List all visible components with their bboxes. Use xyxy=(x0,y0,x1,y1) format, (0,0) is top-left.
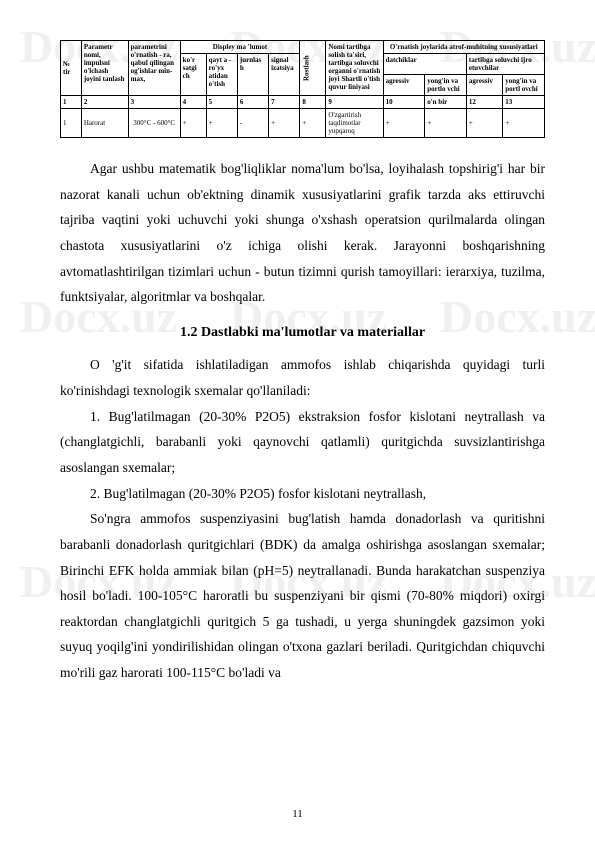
cell: 2 xyxy=(81,96,128,109)
paragraph: 1. Bug'latilmagan (20-30% P2O5) ekstraks… xyxy=(60,404,545,481)
th-7a: datchiklar xyxy=(383,54,466,75)
cell: + xyxy=(425,109,467,138)
cell: 3 xyxy=(128,96,180,109)
cell: 5 xyxy=(206,96,237,109)
page-number: 11 xyxy=(0,808,595,820)
th-7a2: yong'in va portlo vchi xyxy=(425,75,467,96)
th-param: Parametr nomi, impulsni o'lchash joyini … xyxy=(81,41,128,96)
th-num: № tir xyxy=(61,41,82,96)
cell: + xyxy=(466,109,502,138)
th-7b: tartibga soluvchi ijro etuvchilar xyxy=(466,54,544,75)
cell: Harorat xyxy=(81,109,128,138)
cell: 4 xyxy=(180,96,206,109)
paragraph: O 'g'it sifatida ishlatiladigan ammofos … xyxy=(60,352,545,403)
cell: + xyxy=(206,109,237,138)
th-setting: parametrini o'rnatish - ra, qabul qiling… xyxy=(128,41,180,96)
cell: + xyxy=(300,109,326,138)
page-content: № tir Parametr nomi, impulsni o'lchash j… xyxy=(0,0,595,716)
th-7b2: yong'in va portl ovchi xyxy=(503,75,545,96)
cell: 13 xyxy=(503,96,545,109)
th-display-group: Displey ma 'lumot xyxy=(180,41,300,54)
section-title: 1.2 Dastlabki ma'lumotlar va materiallar xyxy=(60,320,545,347)
cell: 9 xyxy=(326,96,383,109)
cell: + xyxy=(180,109,206,138)
table-data-row: 1 Harorat 300°C - 600°C + + - + + O'zgar… xyxy=(61,109,545,138)
cell: + xyxy=(269,109,300,138)
th-env-group: O'rnatish joylarida atrof-muhitning xusu… xyxy=(383,41,544,54)
cell: 7 xyxy=(269,96,300,109)
cell: O'zgartirish taqdimotlar yupqaroq xyxy=(326,109,383,138)
cell: 6 xyxy=(237,96,268,109)
cell: 1 xyxy=(61,109,82,138)
th-7a1: agressiv xyxy=(383,75,425,96)
cell: 12 xyxy=(466,96,502,109)
cell: - xyxy=(237,109,268,138)
data-table: № tir Parametr nomi, impulsni o'lchash j… xyxy=(60,40,545,138)
th-4a: ko'r satgi ch xyxy=(180,54,206,96)
cell: o'n bir xyxy=(425,96,467,109)
th-7b1: agressiv xyxy=(466,75,502,96)
th-4c: jurnlas h xyxy=(237,54,268,96)
cell: + xyxy=(503,109,545,138)
cell: 8 xyxy=(300,96,326,109)
cell: 300°C - 600°C xyxy=(128,109,180,138)
th-rostlash: Rostlash xyxy=(300,41,326,96)
th-nomi: Nomi tartibga solish ta'siri, tartibga s… xyxy=(326,41,383,96)
th-4b: qayt a - ro'yx atidan o'tish xyxy=(206,54,237,96)
cell: + xyxy=(383,109,425,138)
cell: 1 xyxy=(61,96,82,109)
th-4d: signal izatsiya xyxy=(269,54,300,96)
cell: 10 xyxy=(383,96,425,109)
paragraph: So'ngra ammofos suspenziyasini bug'latis… xyxy=(60,506,545,685)
body-text: Agar ushbu matematik bog'liqliklar noma'… xyxy=(60,156,545,686)
paragraph: 2. Bug'latilmagan (20-30% P2O5) fosfor k… xyxy=(60,481,545,507)
paragraph: Agar ushbu matematik bog'liqliklar noma'… xyxy=(60,156,545,310)
table-number-row: 1 2 3 4 5 6 7 8 9 10 o'n bir 12 13 xyxy=(61,96,545,109)
